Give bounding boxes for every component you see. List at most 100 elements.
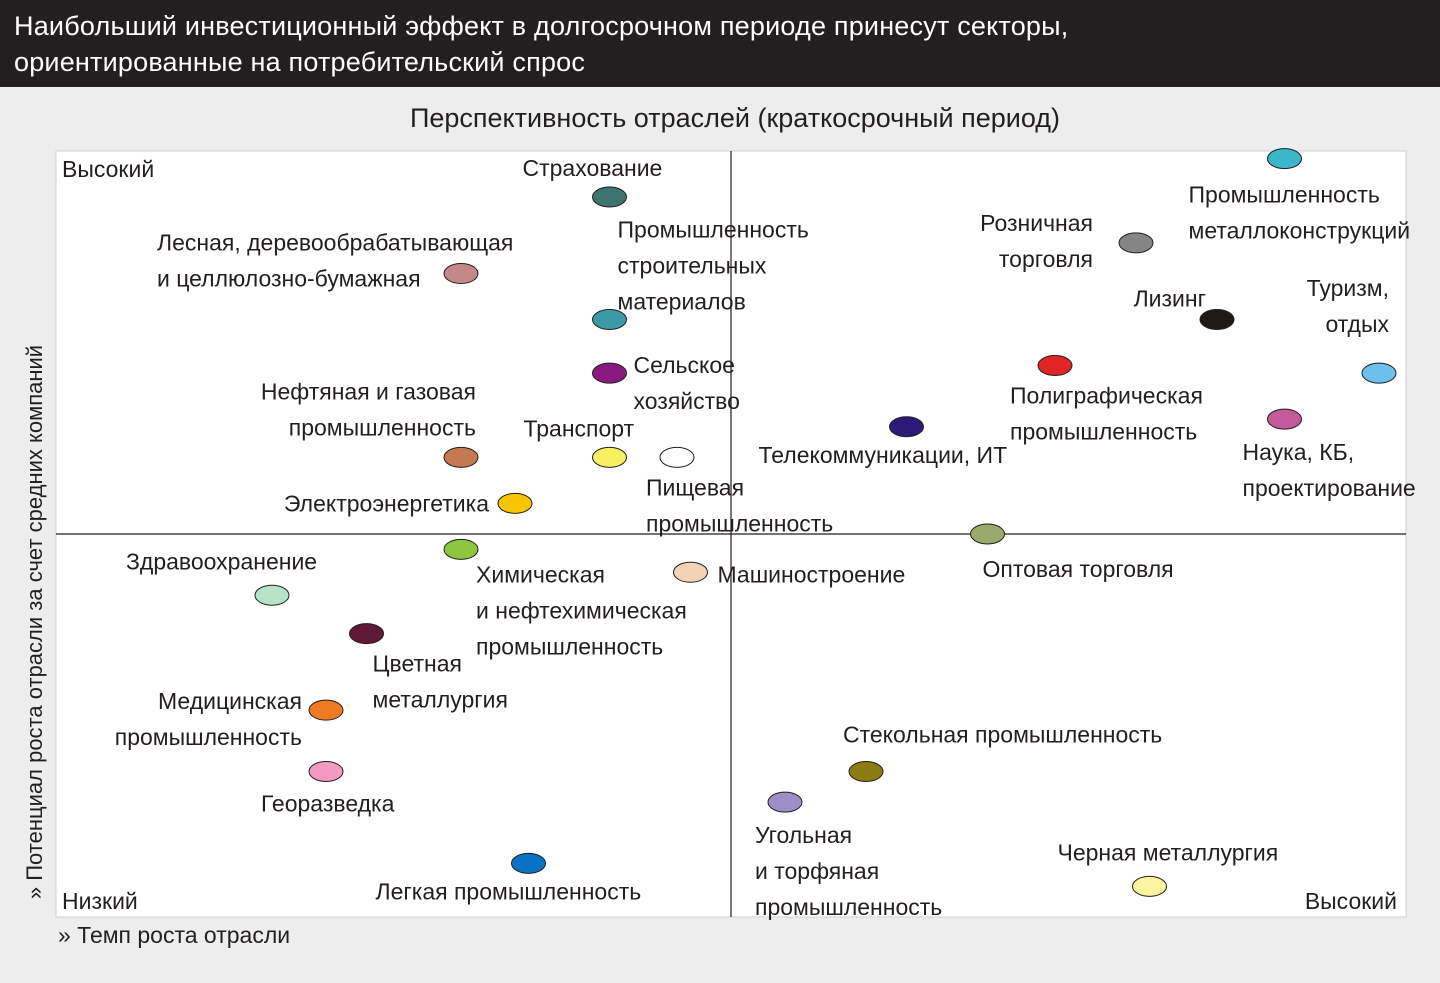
point-label-line: Промышленность <box>1189 182 1380 208</box>
scatter-point <box>511 852 546 874</box>
header-line-1: Наибольший инвестиционный эффект в долго… <box>14 11 1069 41</box>
point-label: Машиностроение <box>718 561 906 587</box>
chart-title: Перспективность отраслей (краткосрочный … <box>409 103 1061 133</box>
point-label: Промышленность строительных материалов <box>618 217 809 315</box>
point-label: Сельское хозяйство <box>634 352 740 414</box>
scatter-point <box>767 791 803 813</box>
corner-label-bottom-left: Низкий <box>62 888 138 914</box>
point-label-line: промышленность <box>646 510 833 536</box>
point-label-line: Туризм, <box>1307 275 1389 301</box>
point-label-line: Наука, КБ, <box>1243 439 1355 465</box>
corner-label-top-left: Высокий <box>62 156 154 182</box>
chart-header: Наибольший инвестиционный эффект в долго… <box>0 0 1440 87</box>
scatter-point <box>1267 148 1302 170</box>
point-label-line: и торфяная <box>755 858 879 884</box>
point-label: Промышленность металлоконструкций <box>1189 182 1411 244</box>
point-label: Оптовая торговля <box>983 556 1174 582</box>
point-label-line: промышленность <box>755 894 942 920</box>
scatter-point <box>592 446 627 468</box>
point-label-line: Стекольная промышленность <box>843 721 1162 747</box>
scatter-point <box>443 446 479 468</box>
point-label: Цветная металлургия <box>373 651 508 713</box>
point-label-line: металлургия <box>373 687 508 713</box>
point-label-line: строительных <box>618 253 767 279</box>
point-label-line: Сельское <box>634 352 735 378</box>
point-label-line: Цветная <box>373 651 462 677</box>
point-label-line: Нефтяная и газовая <box>261 378 476 404</box>
point-label-line: торговля <box>999 246 1093 272</box>
point-label: Георазведка <box>261 790 395 816</box>
point-label-line: Угольная <box>755 822 852 848</box>
point-label: Угольная и торфяная промышленность <box>755 822 942 920</box>
x-axis-label: » Темп роста отрасли <box>58 922 291 948</box>
scatter-point <box>308 699 344 721</box>
scatter-point <box>349 623 384 645</box>
scatter-point <box>1037 354 1073 376</box>
point-label-line: Черная металлургия <box>1058 839 1279 865</box>
point-label: Туризм, отдых <box>1307 275 1390 337</box>
point-label: Транспорт <box>524 415 635 441</box>
point-label: Телекоммуникации, ИТ <box>759 442 1008 468</box>
point-label: Нефтяная и газовая промышленность <box>261 378 476 440</box>
point-label: Лесная, деревообрабатывающая и целлюлозно… <box>157 230 513 292</box>
scatter-point <box>889 416 924 438</box>
point-label-line: Легкая промышленность <box>376 878 642 904</box>
point-label-line: металлоконструкций <box>1189 218 1411 244</box>
point-label: Электроэнергетика <box>284 490 489 516</box>
point-label: Черная металлургия <box>1058 839 1279 865</box>
point-label: Стекольная промышленность <box>843 721 1162 747</box>
scatter-point <box>254 584 290 606</box>
scatter-point <box>592 186 627 208</box>
point-label-line: Химическая <box>476 561 605 587</box>
point-label: Пищевая промышленность <box>646 474 833 536</box>
point-label-line: Медицинская <box>158 688 302 714</box>
scatter-point <box>1361 362 1397 384</box>
point-label-line: Страхование <box>523 155 663 181</box>
point-label-line: Телекоммуникации, ИТ <box>759 442 1008 468</box>
point-label-line: Здравоохранение <box>126 548 317 574</box>
scatter-point <box>1132 875 1167 897</box>
point-label-line: Промышленность <box>618 217 809 243</box>
point-label: Здравоохранение <box>126 548 317 574</box>
y-axis-label: » Потенциал роста отрасли за счет средни… <box>22 344 47 900</box>
point-label-line: проектирование <box>1243 475 1416 501</box>
point-label-line: Лесная, деревообрабатывающая <box>157 230 513 256</box>
point-label: Наука, КБ, проектирование <box>1243 439 1416 501</box>
point-label-line: и нефтехимическая <box>476 597 687 623</box>
point-label-line: Пищевая <box>646 474 744 500</box>
scatter-point <box>673 561 708 583</box>
scatter-point <box>308 760 344 782</box>
point-label-line: хозяйство <box>634 388 740 414</box>
point-label: Медицинская промышленность <box>115 688 302 750</box>
point-label-line: и целлюлозно-бумажная <box>157 266 421 292</box>
point-label: Розничная торговля <box>980 210 1093 272</box>
point-label-line: материалов <box>618 289 746 315</box>
scatter-point <box>970 523 1005 545</box>
point-label-line: промышленность <box>476 633 663 659</box>
scatter-point <box>443 538 479 560</box>
scatter-point <box>659 446 695 468</box>
point-label: Страхование <box>523 155 663 181</box>
scatter-point <box>443 263 479 285</box>
point-label-line: промышленность <box>289 414 476 440</box>
scatter-point <box>497 492 533 514</box>
point-label-line: Оптовая торговля <box>983 556 1174 582</box>
point-label-line: Розничная <box>980 210 1093 236</box>
scatter-point <box>1118 232 1154 254</box>
point-label: Полиграфическая промышленность <box>1010 382 1203 444</box>
point-label-line: Транспорт <box>524 415 635 441</box>
scatter-point <box>1267 408 1302 430</box>
point-label-line: Электроэнергетика <box>284 490 489 516</box>
point-label: Химическая и нефтехимическая промышленност… <box>476 561 687 659</box>
point-label-line: Полиграфическая <box>1010 382 1203 408</box>
scatter-point <box>848 760 884 782</box>
point-label-line: Машиностроение <box>718 561 906 587</box>
point-label: Легкая промышленность <box>376 878 642 904</box>
point-label-line: промышленность <box>1010 418 1197 444</box>
scatter-point <box>1199 309 1235 331</box>
corner-label-bottom-right: Высокий <box>1305 888 1397 914</box>
header-line-2: ориентированные на потребительский спрос <box>14 47 586 77</box>
scatter-point <box>592 309 627 331</box>
point-label-line: Лизинг <box>1134 286 1206 312</box>
